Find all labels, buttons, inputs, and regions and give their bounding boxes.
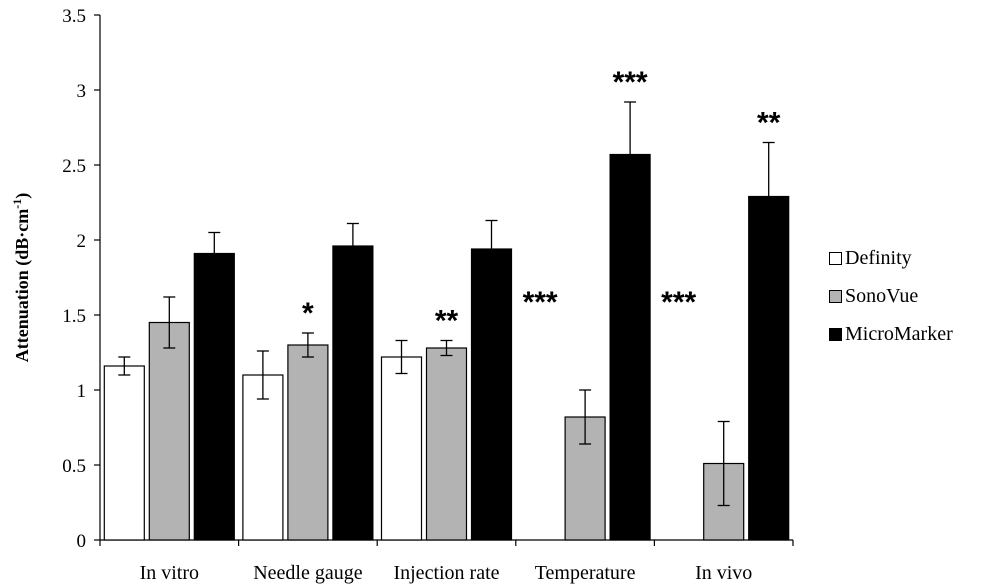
bar xyxy=(748,195,790,541)
y-axis-label: Attenuation (dB·cm-1) xyxy=(10,193,33,363)
legend: Definity SonoVue MicroMarker xyxy=(829,239,953,353)
bar xyxy=(609,153,651,541)
bar xyxy=(470,248,513,541)
legend-swatch xyxy=(829,289,842,303)
y-tick-label: 1 xyxy=(77,381,87,402)
x-category-label: In vivo xyxy=(695,562,752,584)
legend-swatch xyxy=(829,251,842,265)
legend-item: MicroMarker xyxy=(829,315,953,353)
legend-swatch xyxy=(829,327,842,341)
x-category-label: Injection rate xyxy=(393,562,499,584)
y-tick-label: 2 xyxy=(77,231,87,252)
significance-marker: *** xyxy=(613,66,648,99)
bar xyxy=(287,344,329,541)
legend-label: Definity xyxy=(845,246,912,269)
legend-label: MicroMarker xyxy=(845,322,953,345)
bar xyxy=(380,356,423,541)
y-tick-label: 3.5 xyxy=(62,6,86,27)
significance-marker: * xyxy=(302,297,314,330)
y-tick-label: 2.5 xyxy=(62,156,86,177)
chart-labels: In vitro Needle gauge Injection rate Temper… xyxy=(10,66,781,584)
legend-item: Definity xyxy=(829,239,953,277)
y-tick-label: 0 xyxy=(77,531,87,552)
significance-marker: ** xyxy=(435,305,459,338)
bar xyxy=(425,347,468,541)
legend-item: SonoVue xyxy=(829,277,953,315)
y-tick-label: 1.5 xyxy=(62,306,86,327)
bar xyxy=(242,374,284,541)
bar xyxy=(332,245,374,541)
significance-marker: *** xyxy=(523,286,558,319)
y-tick-label: 0.5 xyxy=(62,456,86,477)
significance-marker: *** xyxy=(661,286,696,319)
x-category-label: Needle gauge xyxy=(253,562,363,584)
bar xyxy=(103,365,145,541)
bar xyxy=(193,252,235,541)
y-tick-label: 3 xyxy=(77,81,87,102)
x-category-label: Temperature xyxy=(535,562,636,584)
chart-bars xyxy=(103,101,790,541)
x-category-label: In vitro xyxy=(140,562,199,584)
bar xyxy=(148,321,190,541)
legend-label: SonoVue xyxy=(845,284,919,307)
significance-marker: ** xyxy=(757,107,781,140)
